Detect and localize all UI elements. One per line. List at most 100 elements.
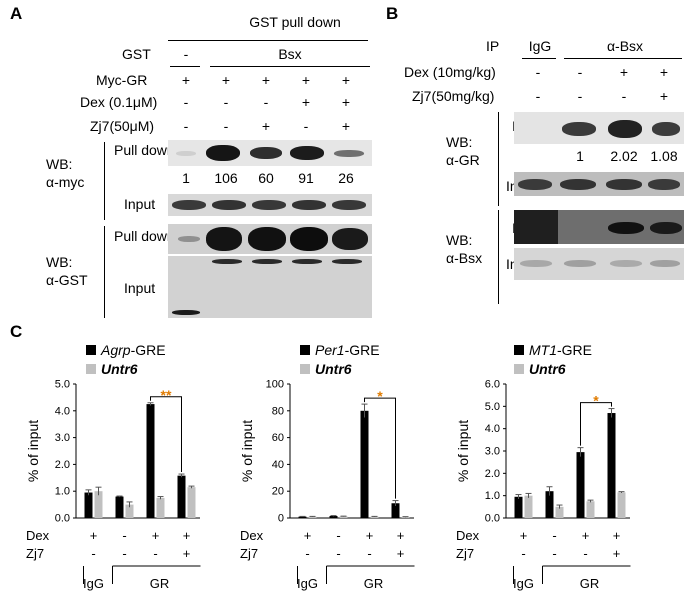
- igg-group-label: IgG: [513, 576, 534, 591]
- gst-underline-1: [170, 66, 200, 67]
- y-tick-label: 20: [272, 486, 284, 498]
- gr-group-label: GR: [580, 576, 600, 591]
- wb-myc-label-1: WB:: [46, 156, 73, 172]
- dex-value: +: [304, 528, 312, 543]
- row-label-gst: GST: [122, 46, 151, 62]
- zj7-value: -: [521, 546, 525, 561]
- zj7-value: -: [153, 546, 157, 561]
- myc-quant-value: 91: [298, 170, 314, 186]
- gr-input-blot: [514, 172, 684, 196]
- chart-2: Per1-GRE Untr6 0 20 40 60 80 100 % of input * Dex Z…: [239, 342, 415, 591]
- anti-bsx-label: α-Bsx: [606, 38, 644, 54]
- myc-quant-value: 106: [214, 170, 238, 186]
- bar: [329, 515, 338, 518]
- row-3-value: -: [303, 118, 309, 134]
- igg-group-label: IgG: [297, 576, 318, 591]
- legend-swatch: [86, 364, 96, 374]
- bar: [555, 506, 564, 518]
- igg-label: IgG: [528, 38, 552, 54]
- dex-value: -: [122, 528, 126, 543]
- row-2-value: -: [263, 94, 269, 110]
- b-row-0-value: -: [535, 64, 541, 80]
- y-axis-label: % of input: [455, 420, 471, 482]
- significance-star: *: [377, 388, 383, 404]
- y-tick-label: 1.0: [485, 490, 500, 502]
- b-row-label-1: Zj7(50mg/kg): [412, 88, 495, 104]
- zj7-row-label: Zj7: [456, 546, 474, 561]
- ip-label: IP: [486, 38, 500, 54]
- dex-row-label: Dex: [456, 528, 480, 543]
- gr-ip-blot: [514, 112, 684, 144]
- y-tick-label: 1.0: [55, 486, 70, 498]
- legend-label: Untr6: [529, 361, 566, 377]
- wb-gr-label-2: α-GR: [446, 152, 480, 168]
- y-tick-label: 0.0: [485, 513, 500, 525]
- y-tick-label: 4.0: [55, 405, 70, 417]
- row-1-value: +: [221, 72, 231, 88]
- b-row-1-value: -: [621, 88, 627, 104]
- y-tick-label: 2.0: [485, 468, 500, 480]
- bar: [84, 492, 93, 518]
- legend-label: Untr6: [101, 361, 138, 377]
- gr-group-label: GR: [364, 576, 384, 591]
- legend-swatch: [86, 345, 96, 355]
- zj7-value: -: [91, 546, 95, 561]
- row-2-value: -: [223, 94, 229, 110]
- gst-input-label: Input: [124, 280, 156, 296]
- significance-star: **: [161, 387, 172, 403]
- row-3-value: -: [223, 118, 229, 134]
- bar: [576, 452, 585, 518]
- myc-input-blot: [168, 194, 372, 216]
- bar: [94, 491, 103, 518]
- b-row-0-value: -: [577, 64, 583, 80]
- panel-c-letter: C: [10, 322, 23, 341]
- bar: [617, 492, 626, 518]
- gst-value-bsx: Bsx: [278, 46, 302, 62]
- b-row-1-value: -: [535, 88, 541, 104]
- row-3-value: +: [341, 118, 351, 134]
- dex-value: +: [366, 528, 374, 543]
- legend-swatch: [300, 364, 310, 374]
- myc-pull-down-blot: [168, 140, 372, 166]
- bar: [156, 497, 165, 518]
- row-label-2: Dex (0.1μM): [80, 94, 158, 110]
- panel-a-letter: A: [10, 4, 23, 23]
- wb-gr-label-1: WB:: [446, 134, 473, 150]
- row-2-value: +: [301, 94, 311, 110]
- zj7-value: +: [397, 546, 405, 561]
- bar: [360, 410, 369, 518]
- gr-quant-value: 1.08: [650, 148, 678, 164]
- y-tick-label: 4.0: [485, 423, 500, 435]
- igg-underline: [522, 58, 556, 59]
- y-tick-label: 100: [266, 379, 284, 391]
- gr-quant-value: 1: [576, 148, 584, 164]
- row-1-value: +: [261, 72, 271, 88]
- panel-b-letter: B: [386, 4, 399, 23]
- gst-underline-2: [210, 66, 370, 67]
- wb-bsx-label-2: α-Bsx: [446, 250, 483, 266]
- dex-value: -: [336, 528, 340, 543]
- legend-label: Per1-GRE: [315, 342, 380, 358]
- y-tick-label: 2.0: [55, 459, 70, 471]
- gst-pull-down-label: Pull down: [114, 228, 175, 244]
- y-axis-label: % of input: [25, 420, 41, 482]
- myc-quant-value: 1: [182, 170, 190, 186]
- myc-input-label: Input: [124, 196, 156, 212]
- bar: [146, 404, 155, 518]
- dex-row-label: Dex: [240, 528, 264, 543]
- gst-pull-down-blot: [168, 224, 372, 254]
- myc-quant-value: 26: [338, 170, 354, 186]
- significance-bracket: [580, 402, 612, 446]
- bar: [524, 495, 533, 518]
- dex-value: +: [152, 528, 160, 543]
- b-row-label-0: Dex (10mg/kg): [404, 64, 496, 80]
- dex-value: +: [520, 528, 528, 543]
- bar: [125, 504, 134, 518]
- zj7-value: +: [613, 546, 621, 561]
- y-tick-label: 5.0: [55, 379, 70, 391]
- zj7-value: +: [183, 546, 191, 561]
- y-tick-label: 0: [278, 513, 284, 525]
- row-1-value: +: [181, 72, 191, 88]
- zj7-value: -: [552, 546, 556, 561]
- y-tick-label: 80: [272, 405, 284, 417]
